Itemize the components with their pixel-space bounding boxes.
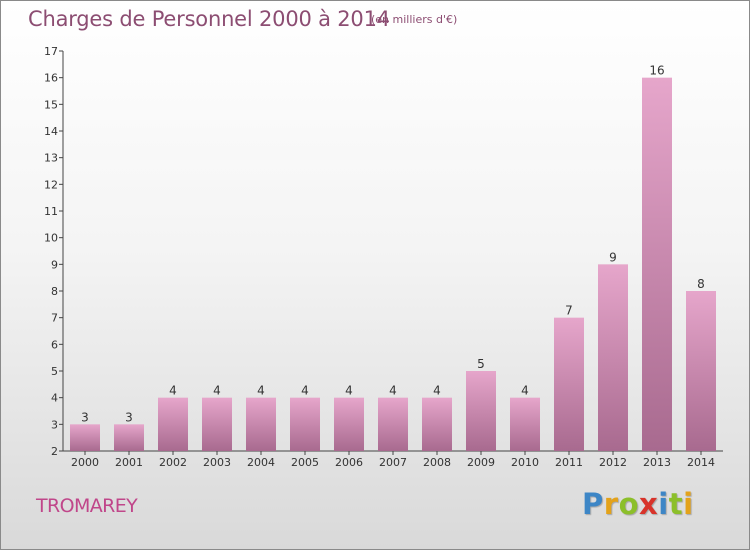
x-tick-label: 2012 [599,456,627,469]
bar-value-label: 4 [257,384,265,398]
bar-value-label: 4 [301,384,309,398]
x-tick-label: 2004 [247,456,275,469]
bar-2011 [554,317,584,451]
bar-value-label: 8 [697,277,705,291]
bar-value-label: 16 [649,64,664,78]
y-tick-label: 10 [44,232,58,245]
bar-value-label: 4 [213,384,221,398]
y-tick-label: 15 [44,98,58,111]
bar-2004 [246,397,276,451]
bar-value-label: 3 [125,410,133,424]
chart-title: Charges de Personnel 2000 à 2014 [28,7,390,31]
y-tick-label: 16 [44,72,58,85]
x-tick-label: 2013 [643,456,671,469]
bar-2014 [686,291,716,451]
bar-2012 [598,264,628,451]
bar-value-label: 4 [169,384,177,398]
bar-value-label: 4 [345,384,353,398]
x-tick-label: 2005 [291,456,319,469]
logo-letter: P [582,487,604,521]
x-tick-label: 2000 [71,456,99,469]
x-tick-label: 2001 [115,456,143,469]
chart-axes: 2 3 4 5 6 7 8 9 10 11 12 13 14 15 16 17 2000 2001 2002 2003… [44,45,723,469]
y-tick-label: 6 [51,338,58,351]
x-tick-label: 2006 [335,456,363,469]
chart-bars: 3 3 4 4 4 4 4 4 4 5 4 7 9 16 8 [70,64,716,452]
x-tick-label: 2011 [555,456,583,469]
y-tick-label: 12 [44,178,58,191]
bar-value-label: 4 [389,384,397,398]
bar-value-label: 7 [565,304,573,318]
y-tick-label: 17 [44,45,58,58]
bar-2009 [466,371,496,451]
y-tick-label: 9 [51,258,58,271]
bar-2007 [378,397,408,451]
bar-value-label: 9 [609,250,617,264]
logo-letter: i [683,487,694,521]
x-tick-label: 2010 [511,456,539,469]
bar-2005 [290,397,320,451]
bar-2000 [70,424,100,451]
bar-2002 [158,397,188,451]
bar-value-label: 4 [433,384,441,398]
y-tick-label: 4 [51,392,58,405]
y-tick-label: 11 [44,205,58,218]
y-tick-label: 3 [51,418,58,431]
proxiti-logo[interactable]: Proxiti [582,487,694,521]
x-tick-label: 2003 [203,456,231,469]
logo-letter: r [603,487,619,521]
y-tick-label: 5 [51,365,58,378]
y-tick-label: 7 [51,312,58,325]
logo-letter: x [639,487,659,521]
bar-value-label: 5 [477,357,485,371]
bar-2003 [202,397,232,451]
logo-letter: i [658,487,669,521]
x-tick-label: 2014 [687,456,715,469]
y-tick-label: 2 [51,445,58,458]
logo-letter: o [618,487,640,521]
bar-2013 [642,77,672,452]
bar-2006 [334,397,364,451]
y-tick-label: 8 [51,285,58,298]
y-tick-label: 14 [44,125,58,138]
bar-2001 [114,424,144,451]
chart-subtitle: (en milliers d'€) [371,13,458,26]
bar-2010 [510,397,540,451]
x-tick-label: 2007 [379,456,407,469]
bar-2008 [422,397,452,451]
x-tick-label: 2002 [159,456,187,469]
y-tick-label: 13 [44,152,58,165]
x-tick-label: 2008 [423,456,451,469]
logo-letter: t [668,487,684,521]
x-tick-label: 2009 [467,456,495,469]
bar-value-label: 3 [81,410,89,424]
commune-name: TROMAREY [36,495,138,517]
bar-value-label: 4 [521,384,529,398]
